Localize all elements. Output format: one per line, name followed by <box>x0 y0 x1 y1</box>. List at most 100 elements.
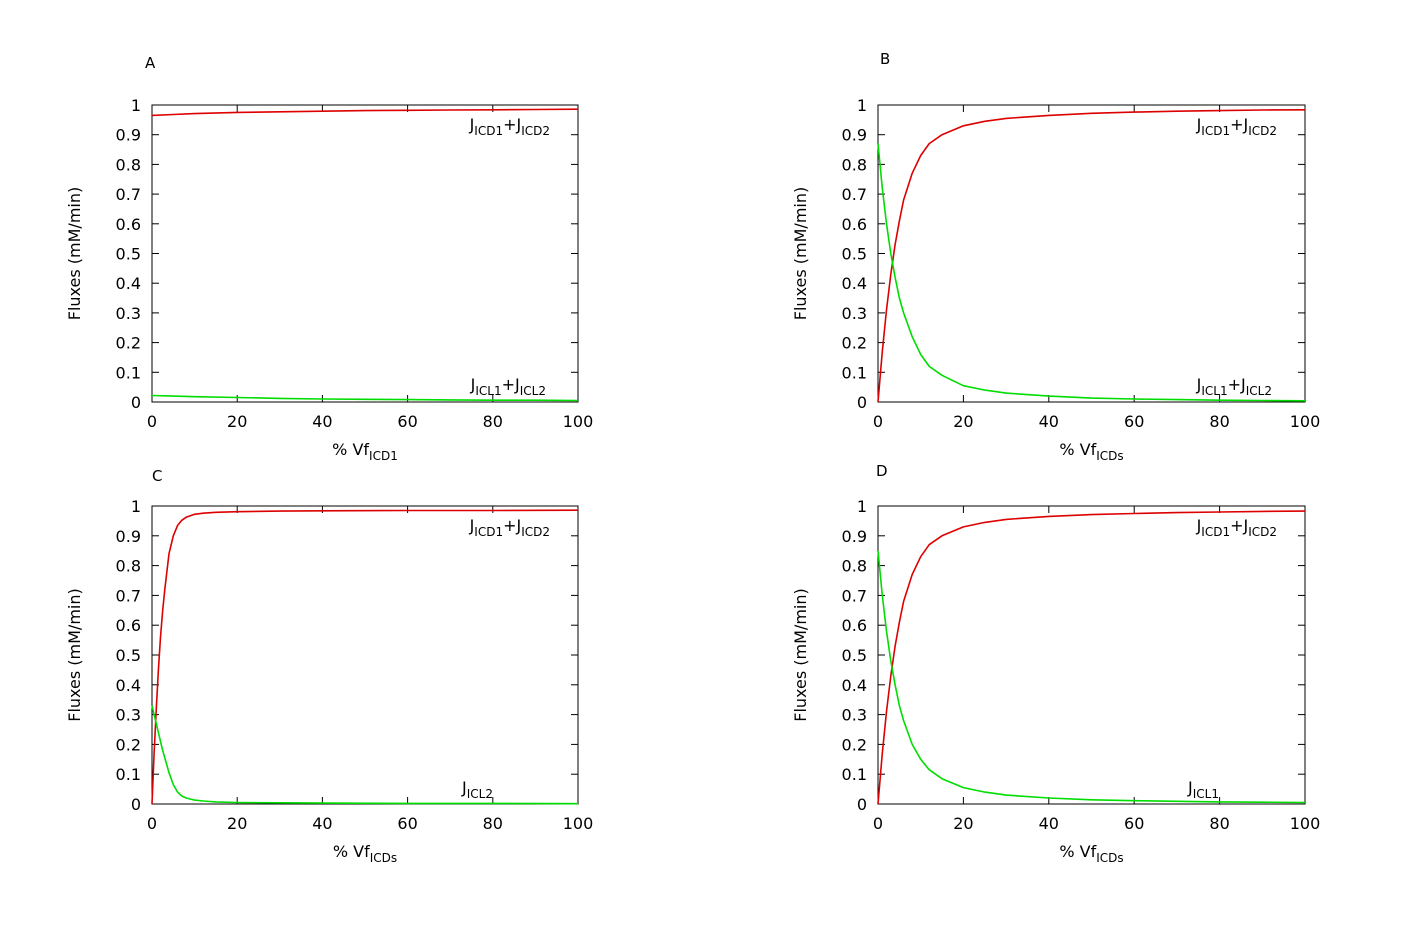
series-label-icl: JICL1+JICL2 <box>1196 375 1272 398</box>
x-axis-label-main: % Vf <box>1059 440 1096 459</box>
plot-frame <box>877 104 1306 403</box>
series-label-icd-part: J <box>469 516 475 535</box>
y-tick-label: 0.5 <box>116 245 141 264</box>
x-axis-label: % VfICDs <box>1059 842 1123 865</box>
series-label-icl-part: J <box>470 375 476 394</box>
x-tick-label: 60 <box>1124 814 1144 833</box>
x-tick-label: 20 <box>953 814 973 833</box>
series-line-icd <box>151 108 579 117</box>
series-label-icl-part: J <box>461 778 467 797</box>
series-label-icl-subscript: ICL2 <box>520 384 546 398</box>
y-axis-label: Fluxes (mM/min) <box>791 588 810 721</box>
y-tick-label: 0.7 <box>842 586 867 605</box>
chart-panel-d: D 0 0.1 0.2 0.3 0.4 0.5 0.6 0.7 0.8 0.9 1 0 20 40 60 80 1… <box>791 462 1320 865</box>
x-tick-label: 20 <box>953 412 973 431</box>
y-tick-label: 0.6 <box>116 616 141 635</box>
series-label-icd-subscript: ICD2 <box>521 124 550 138</box>
chart-panel-a: A 0 0.1 0.2 0.3 0.4 0.5 0.6 0.7 0.8 0.9 1 0 20 40 60 80 1… <box>65 54 593 463</box>
panel-label: B <box>880 50 890 68</box>
x-tick-label: 40 <box>312 412 332 431</box>
y-tick-label: 0.1 <box>116 765 141 784</box>
x-axis-label-subscript: ICDs <box>1096 449 1123 463</box>
series-label-icl-part: +J <box>1228 375 1246 394</box>
y-tick-label: 0 <box>131 393 141 412</box>
series-label-icl-subscript: ICL2 <box>467 787 493 801</box>
series-label-icd-subscript: ICD1 <box>1201 124 1230 138</box>
x-tick-label: 80 <box>483 412 503 431</box>
x-tick-label: 60 <box>397 412 417 431</box>
x-axis-label: % VfICDs <box>1059 440 1123 463</box>
y-tick-label: 0 <box>857 393 867 412</box>
series-label-icd-part: J <box>1196 516 1202 535</box>
y-tick-label: 0.9 <box>842 527 867 546</box>
y-tick-label: 1 <box>131 497 141 516</box>
y-tick-label: 0.3 <box>116 304 141 323</box>
series-label-icd-subscript: ICD2 <box>1248 124 1277 138</box>
x-tick-label: 40 <box>312 814 332 833</box>
x-axis-label-main: % Vf <box>333 842 370 861</box>
x-tick-label: 80 <box>1209 814 1229 833</box>
y-tick-label: 0.6 <box>842 616 867 635</box>
y-tick-label: 0.8 <box>116 557 141 576</box>
series-label-icd-subscript: ICD1 <box>474 124 503 138</box>
y-tick-label: 0.6 <box>842 215 867 234</box>
x-tick-label: 0 <box>147 814 157 833</box>
y-tick-label: 0.9 <box>116 527 141 546</box>
y-tick-label: 0.8 <box>116 155 141 174</box>
x-axis-label: % VfICDs <box>333 842 397 865</box>
y-axis-label: Fluxes (mM/min) <box>65 588 84 721</box>
series-label-icd-part: +J <box>503 516 521 535</box>
series-label-icl-subscript: ICL2 <box>1246 384 1272 398</box>
y-tick-label: 0.4 <box>842 676 867 695</box>
x-tick-label: 100 <box>563 814 594 833</box>
y-tick-label: 0.9 <box>116 126 141 145</box>
x-tick-label: 100 <box>1290 412 1321 431</box>
series-label-icd-part: +J <box>503 115 521 134</box>
x-tick-label: 100 <box>563 412 594 431</box>
x-tick-label: 20 <box>227 412 247 431</box>
y-tick-label: 0.2 <box>116 735 141 754</box>
plot-frame <box>151 104 579 403</box>
series-label-icl: JICL2 <box>461 778 493 801</box>
chart-panel-b: B 0 0.1 0.2 0.3 0.4 0.5 0.6 0.7 0.8 0.9 1 0 20 40 60 80 1… <box>791 50 1320 463</box>
y-tick-label: 0.2 <box>842 334 867 353</box>
y-tick-label: 0.1 <box>842 765 867 784</box>
y-tick-label: 0.6 <box>116 215 141 234</box>
y-tick-label: 0.1 <box>116 363 141 382</box>
series-label-icl-subscript: ICL1 <box>1193 787 1219 801</box>
y-axis-label: Fluxes (mM/min) <box>65 187 84 320</box>
series-line-icd <box>151 509 579 805</box>
y-tick-label: 0.7 <box>116 586 141 605</box>
y-tick-label: 0 <box>131 795 141 814</box>
panel-label: C <box>152 467 162 485</box>
panel-label: D <box>876 462 888 480</box>
series-label-icd-subscript: ICD1 <box>1201 525 1230 539</box>
series-line-icl <box>151 705 579 805</box>
y-tick-label: 0.5 <box>116 646 141 665</box>
series-label-icd: JICD1+JICD2 <box>1196 516 1277 539</box>
y-tick-label: 0 <box>857 795 867 814</box>
y-tick-label: 0.4 <box>116 274 141 293</box>
plot-frame <box>151 505 579 805</box>
series-label-icd-part: J <box>1196 115 1202 134</box>
chart-panel-c: C 0 0.1 0.2 0.3 0.4 0.5 0.6 0.7 0.8 0.9 1 0 20 40 60 80 1… <box>65 467 593 865</box>
series-label-icl-part: J <box>1196 375 1202 394</box>
series-line-icl <box>877 550 1306 804</box>
plot-frame <box>877 505 1306 805</box>
y-tick-label: 0.5 <box>842 646 867 665</box>
x-tick-label: 0 <box>873 412 883 431</box>
series-line-icl <box>877 143 1306 402</box>
series-label-icd-part: J <box>469 115 475 134</box>
y-tick-label: 0.2 <box>116 334 141 353</box>
series-label-icl-subscript: ICL1 <box>1201 384 1227 398</box>
y-tick-label: 0.7 <box>842 185 867 204</box>
y-tick-label: 0.9 <box>842 126 867 145</box>
series-label-icl: JICL1 <box>1187 778 1219 801</box>
x-tick-label: 80 <box>1209 412 1229 431</box>
series-label-icd: JICD1+JICD2 <box>1196 115 1277 138</box>
y-tick-label: 1 <box>857 96 867 115</box>
y-tick-label: 1 <box>857 497 867 516</box>
y-tick-label: 0.5 <box>842 245 867 264</box>
x-axis-label-subscript: ICD1 <box>369 449 398 463</box>
y-tick-label: 0.3 <box>842 304 867 323</box>
